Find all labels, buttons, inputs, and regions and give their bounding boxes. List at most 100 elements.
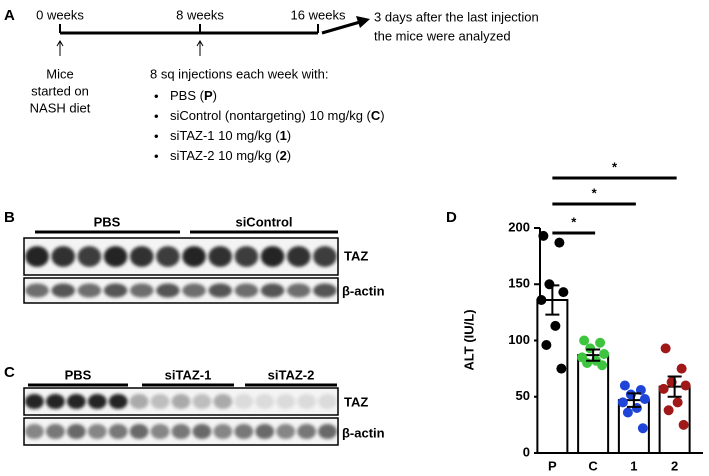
group-label: siControl: [235, 214, 292, 229]
data-point: [538, 230, 549, 241]
blot-band: [260, 283, 285, 298]
start-note: Mice: [46, 66, 73, 81]
blot-band: [129, 283, 154, 298]
blot-band: [171, 393, 191, 410]
timeline-label: 8 weeks: [176, 7, 224, 22]
band-label: TAZ: [344, 248, 368, 263]
data-point: [619, 380, 630, 391]
blot-band: [255, 393, 275, 410]
y-tick-label: 0: [523, 444, 530, 459]
blot-band: [313, 283, 337, 298]
band-label: β-actin: [342, 283, 385, 298]
blot-band: [234, 393, 254, 410]
blot-band: [234, 283, 259, 298]
data-point: [558, 287, 569, 298]
blot-band: [234, 423, 254, 440]
y-tick-label: 50: [516, 388, 530, 403]
group-item: siControl (nontargeting) 10 mg/kg (C): [170, 108, 385, 123]
bullet: •: [154, 128, 159, 143]
data-point: [639, 394, 650, 404]
data-point: [536, 295, 547, 305]
group-item: PBS (P): [170, 88, 217, 103]
blot-band: [103, 246, 128, 267]
bullet: •: [154, 108, 159, 123]
data-point: [550, 320, 561, 331]
group-item-part: ): [287, 128, 291, 143]
blot-band: [171, 423, 191, 440]
group-item-part: siControl (nontargeting) 10 mg/kg (: [170, 108, 372, 123]
data-point: [663, 405, 674, 416]
start-note: NASH diet: [30, 100, 91, 115]
panel-a: A 0 weeks 8 weeks 16 weeks 3 days after …: [4, 7, 539, 163]
end-note: the mice were analyzed: [374, 28, 511, 43]
blot-band: [45, 423, 65, 440]
timeline-label: 0 weeks: [36, 7, 84, 22]
group-item-part: C: [371, 108, 381, 123]
blot-band: [297, 393, 317, 410]
data-point: [541, 340, 552, 350]
blot-band: [234, 246, 259, 267]
blot-frame: [23, 277, 339, 304]
group-item-part: 2: [280, 148, 287, 163]
blot-band: [150, 423, 170, 440]
data-point: [556, 363, 567, 374]
data-point: [599, 349, 610, 359]
group-item-part: 1: [280, 128, 287, 143]
blot-band: [192, 423, 212, 440]
group-label: siTAZ-2: [268, 367, 315, 382]
blot-band: [66, 393, 86, 410]
group-item-part: ): [380, 108, 384, 123]
blot-band: [213, 393, 233, 410]
group-item-part: ): [213, 88, 217, 103]
blot-band: [297, 423, 317, 440]
panel-label: D: [446, 209, 457, 226]
group-item-part: siTAZ-1 10 mg/kg (: [170, 128, 280, 143]
blot-band: [150, 393, 170, 410]
start-note: started on: [31, 83, 89, 98]
bullet: •: [154, 88, 159, 103]
blot-band: [255, 423, 275, 440]
blot-band: [286, 246, 311, 267]
blot-band: [182, 283, 206, 298]
blot-band: [108, 423, 128, 440]
data-point: [579, 335, 590, 346]
group-item-part: PBS (: [170, 88, 205, 103]
y-tick-label: 150: [508, 276, 530, 291]
arrow: [321, 20, 361, 35]
blot-band: [276, 423, 296, 440]
x-tick-label: 1: [630, 458, 637, 473]
y-tick-label: 100: [508, 332, 530, 347]
data-point: [582, 358, 593, 368]
blot-band: [156, 283, 180, 298]
group-label: PBS: [65, 367, 92, 382]
group-label: siTAZ-1: [165, 367, 212, 382]
blot-frame: [23, 237, 339, 276]
arrow-head: [56, 40, 64, 47]
blot-band: [25, 393, 44, 410]
blot-band: [129, 423, 149, 440]
blot-band: [208, 283, 233, 298]
group-item-part: P: [204, 88, 213, 103]
blot-band: [182, 246, 206, 267]
group-item-part: ): [287, 148, 291, 163]
x-tick-label: C: [588, 458, 598, 473]
group-item: siTAZ-2 10 mg/kg (2): [170, 148, 291, 163]
blot-band: [51, 283, 76, 298]
arrow-head: [196, 40, 204, 47]
blot-band: [25, 423, 44, 440]
data-point: [658, 383, 669, 394]
timeline-label: 16 weeks: [291, 7, 346, 22]
data-point: [622, 407, 633, 418]
blot-band: [156, 246, 180, 267]
significance-label: *: [612, 159, 618, 174]
band-label: TAZ: [344, 394, 368, 409]
blot-band: [25, 283, 49, 298]
blot-band: [318, 423, 337, 440]
blot-band: [129, 393, 149, 410]
y-axis-label: ALT (IU/L): [461, 309, 476, 370]
panel-c: C PBS siTAZ-1 siTAZ-2 TAZ β-actin: [4, 364, 385, 446]
blot-band: [77, 246, 102, 267]
panel-label: A: [4, 7, 15, 24]
blot-band: [129, 246, 154, 267]
